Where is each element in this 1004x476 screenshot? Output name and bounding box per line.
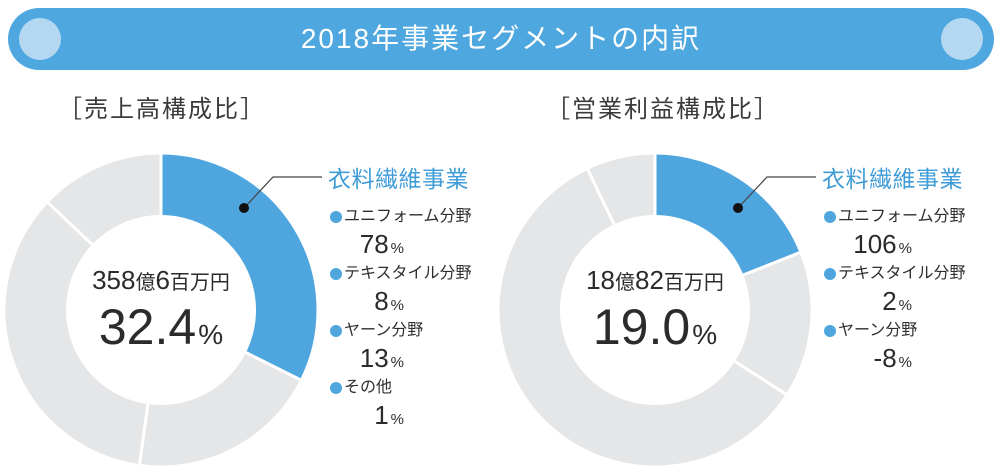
amount-digits: 82 [635, 265, 664, 295]
sales-amount: 358億6百万円 [92, 265, 230, 295]
legend-item-label: ヤーン分野 [344, 322, 424, 339]
amount-digits: 6 [155, 265, 170, 295]
sales-legend-title: 衣料繊維事業 [328, 166, 469, 192]
sales-donut-chart [2, 151, 322, 469]
leader-dot [239, 203, 249, 213]
sales-chart-title: ［売上高構成比］ [58, 96, 266, 123]
legend-item: テキスタイル分野 8% [330, 263, 472, 320]
profit-center-label: 18億82百万円 19.0% [560, 265, 750, 362]
legend-item: ユニフォーム分野 78% [330, 206, 472, 263]
value-number: 2 [882, 286, 897, 316]
legend-item-label: ヤーン分野 [838, 322, 918, 339]
value-unit: % [898, 297, 912, 314]
bullet-dot-icon [330, 382, 342, 394]
value-unit: % [390, 354, 404, 371]
donut-hole [560, 215, 750, 405]
value-unit: % [898, 354, 912, 371]
leader-line [737, 176, 816, 209]
value-unit: % [390, 297, 404, 314]
bullet-dot-icon [824, 211, 836, 223]
value-number: 8 [374, 286, 389, 316]
banner-right-dot [941, 18, 983, 60]
legend-item-value: 78% [330, 228, 404, 265]
profit-percent-unit: % [692, 319, 718, 350]
legend-item: その他 1% [330, 377, 472, 434]
legend-item: ヤーン分野 -8% [824, 320, 966, 377]
legend-item-value: 8% [330, 285, 404, 322]
bullet-dot-icon [330, 211, 342, 223]
legend-item-label-row: ユニフォーム分野 [330, 206, 472, 228]
bullet-dot-icon [330, 268, 342, 280]
banner-left-dot [19, 18, 61, 60]
value-number: 13 [359, 343, 389, 373]
profit-percent: 19.0% [560, 300, 750, 362]
legend-item-label: テキスタイル分野 [344, 265, 472, 282]
value-number: 1 [374, 400, 389, 430]
sales-percent: 32.4% [66, 300, 256, 362]
sales-percent-unit: % [198, 319, 224, 350]
profit-donut-chart [496, 151, 816, 469]
title-banner: 2018年事業セグメントの内訳 [8, 8, 994, 70]
bullet-dot-icon [330, 325, 342, 337]
amount-digits: 358 [92, 265, 136, 295]
bullet-dot-icon [824, 325, 836, 337]
value-number: -8 [873, 343, 897, 373]
legend-item-label-row: テキスタイル分野 [824, 263, 966, 285]
legend-item-value: 1% [330, 399, 404, 436]
page-title: 2018年事業セグメントの内訳 [300, 23, 702, 54]
profit-amount: 18億82百万円 [586, 265, 724, 295]
legend-item-label: ユニフォーム分野 [838, 208, 966, 225]
legend-item: ユニフォーム分野 106% [824, 206, 966, 263]
sales-percent-value: 32.4 [98, 299, 197, 355]
profit-chart-title: ［営業利益構成比］ [546, 96, 780, 123]
bullet-dot-icon [824, 268, 836, 280]
legend-item-label: その他 [344, 379, 393, 396]
profit-legend-title: 衣料繊維事業 [822, 166, 963, 192]
legend-item-value: 2% [824, 285, 912, 322]
sales-breakdown-legend: ユニフォーム分野 78% テキスタイル分野 8% ヤーン分野 13% その他 1… [330, 206, 472, 434]
legend-item-label-row: テキスタイル分野 [330, 263, 472, 285]
legend-item-value: -8% [824, 342, 912, 379]
value-unit: % [898, 240, 912, 257]
legend-item-label-row: ユニフォーム分野 [824, 206, 966, 228]
value-number: 78 [359, 229, 389, 259]
donut-hole [66, 215, 256, 405]
leader-dot [733, 203, 743, 213]
legend-item-label-row: ヤーン分野 [824, 320, 966, 342]
value-number: 106 [853, 229, 897, 259]
legend-item-label-row: その他 [330, 377, 472, 399]
profit-breakdown-legend: ユニフォーム分野 106% テキスタイル分野 2% ヤーン分野 -8% [824, 206, 966, 377]
legend-item-label: テキスタイル分野 [838, 265, 966, 282]
legend-item-label-row: ヤーン分野 [330, 320, 472, 342]
profit-percent-value: 19.0 [592, 299, 691, 355]
amount-digits: 18 [586, 265, 615, 295]
value-unit: % [390, 411, 404, 428]
legend-item: ヤーン分野 13% [330, 320, 472, 377]
legend-item-label: ユニフォーム分野 [344, 208, 472, 225]
legend-item: テキスタイル分野 2% [824, 263, 966, 320]
value-unit: % [390, 240, 404, 257]
sales-center-label: 358億6百万円 32.4% [66, 265, 256, 362]
legend-item-value: 13% [330, 342, 404, 379]
leader-line [243, 176, 322, 209]
legend-item-value: 106% [824, 228, 912, 265]
